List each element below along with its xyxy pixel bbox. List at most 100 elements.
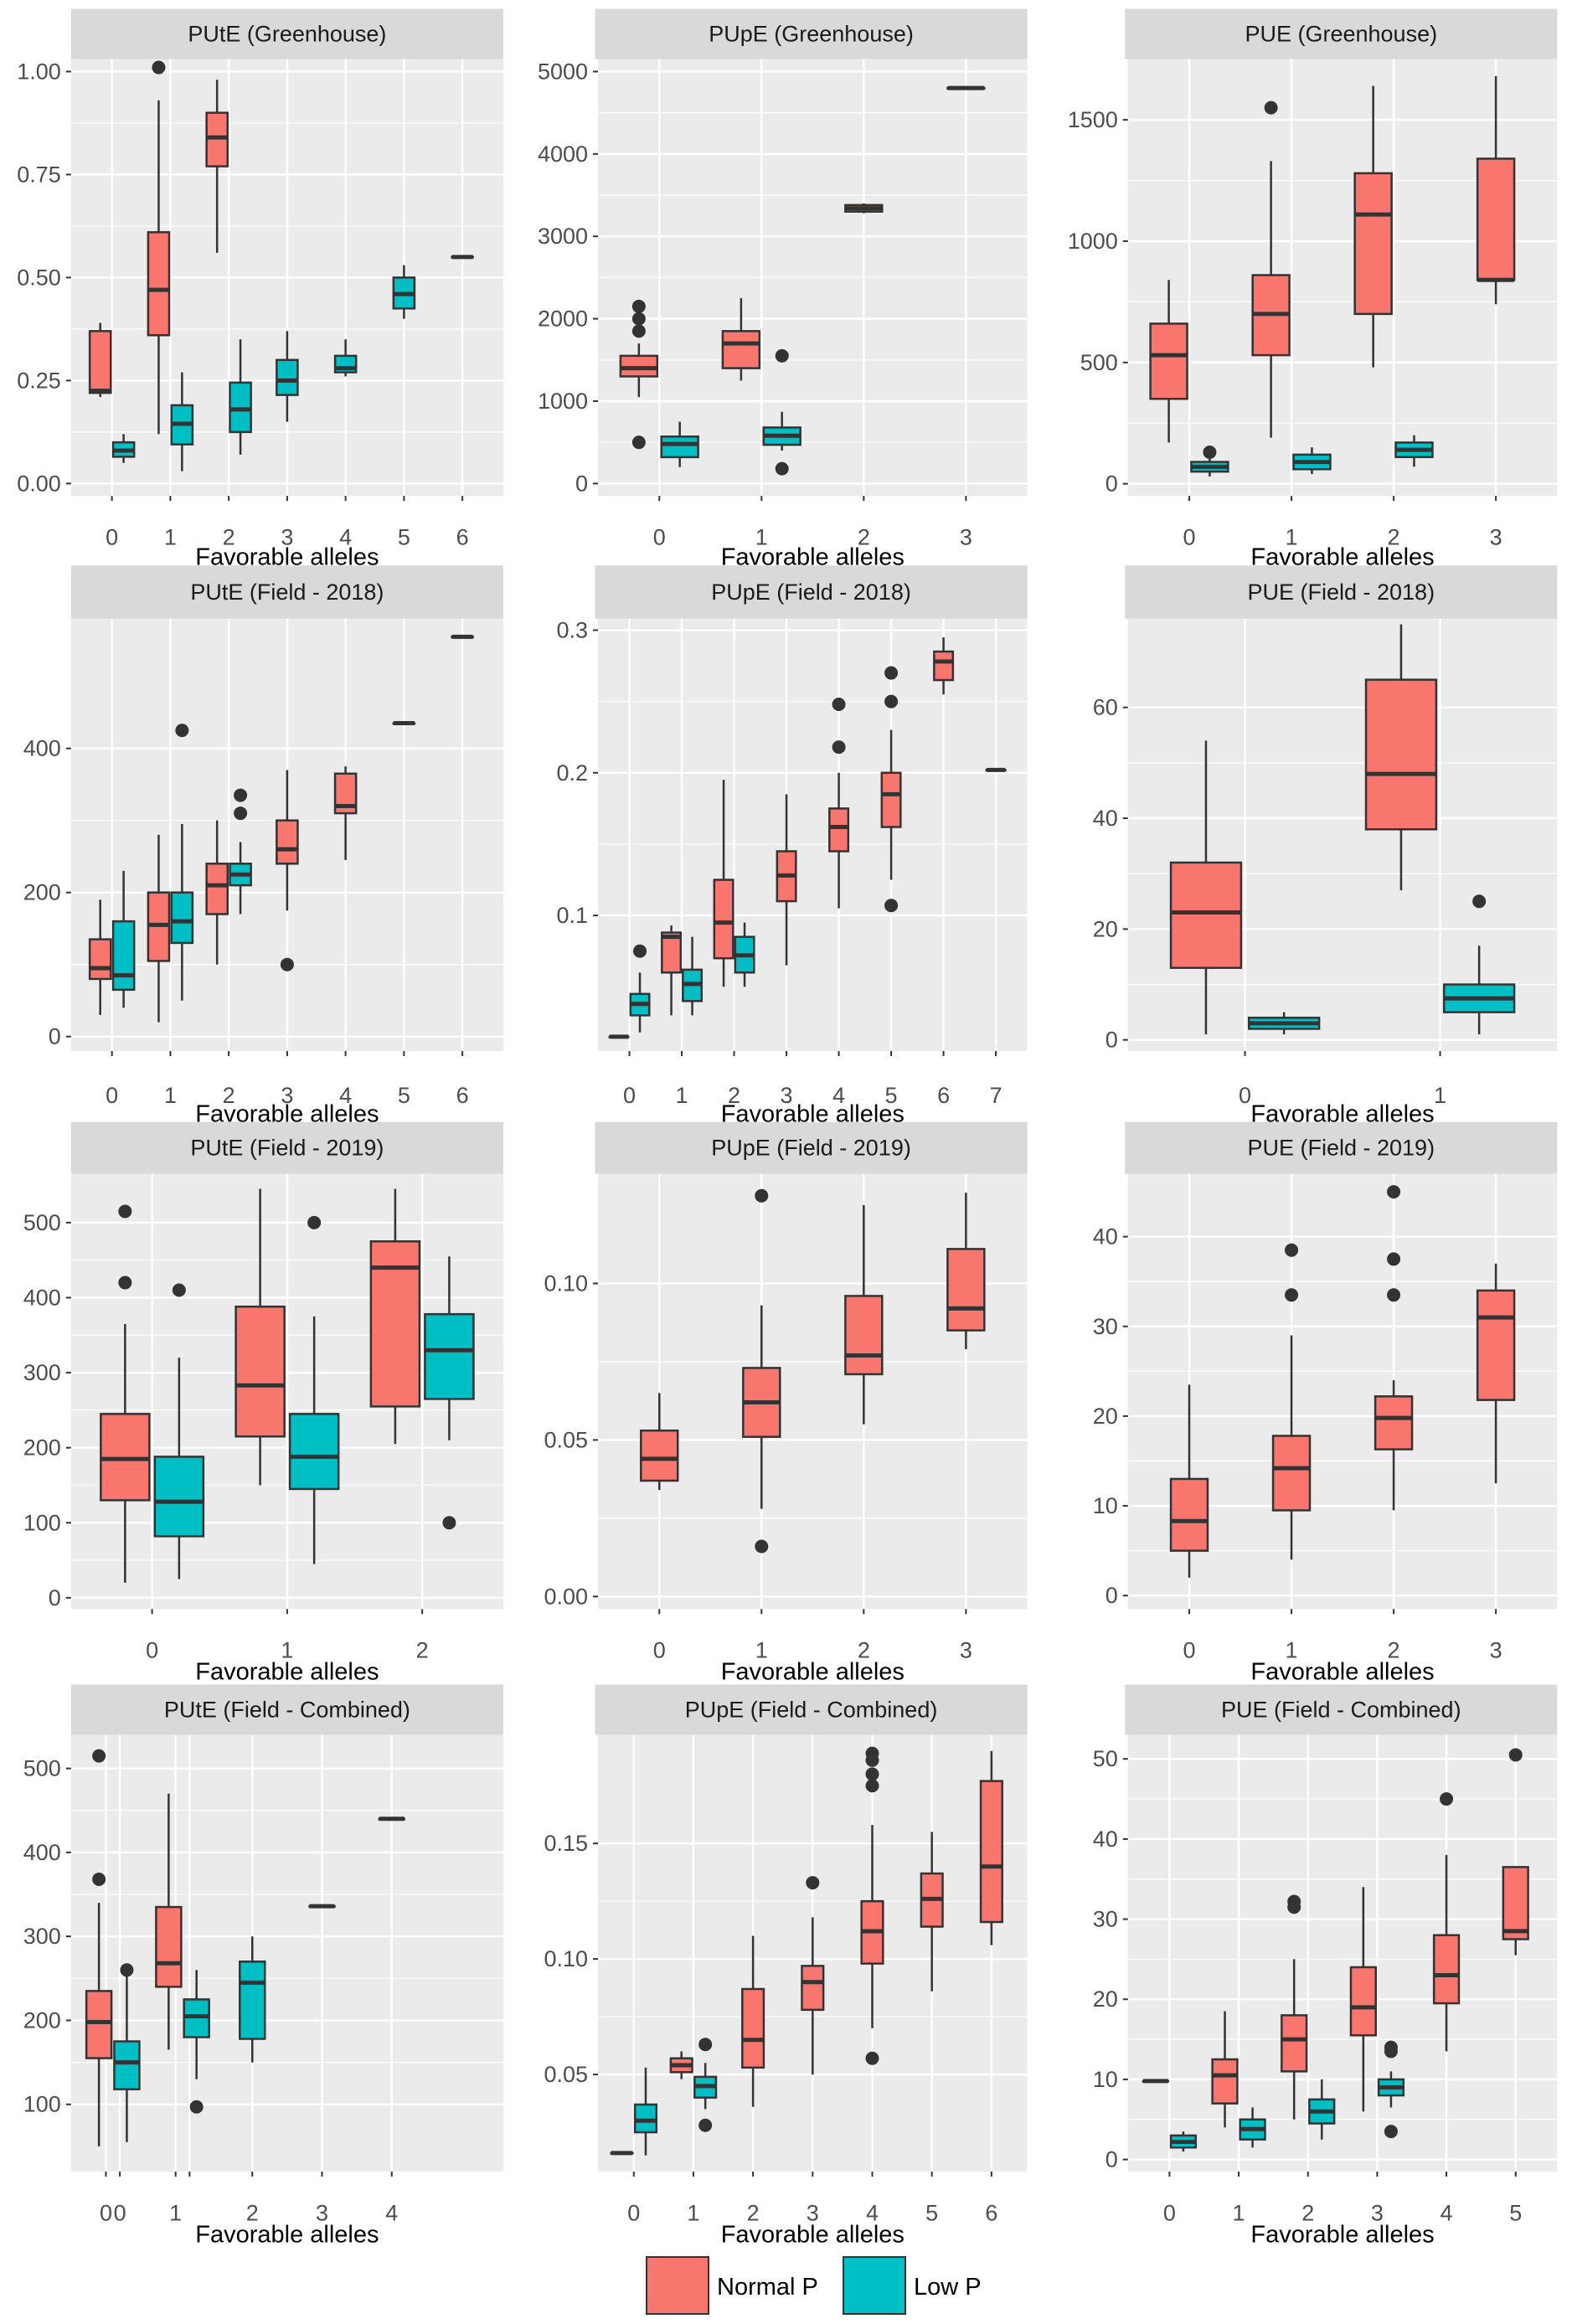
y-tick-label: 100 (23, 2092, 61, 2117)
box-iqr (844, 1295, 884, 1376)
panel-1: PUtE (Greenhouse) 0.00 0.25 0.50 0.75 1.00 0 1 2… (17, 8, 503, 571)
x-tick-label: 3 (281, 1083, 293, 1108)
outlier-point (280, 957, 294, 971)
box-iqr (1353, 172, 1393, 316)
outlier-point (806, 1876, 820, 1890)
x-tick-label: 7 (990, 1083, 1002, 1108)
box-normal-p (1432, 1792, 1461, 2052)
box-iqr (946, 1248, 986, 1332)
box-normal-p (1353, 85, 1393, 368)
y-tick-label: 40 (1093, 806, 1118, 831)
y-tick-label: 500 (23, 1756, 61, 1781)
box-iqr (640, 1429, 679, 1482)
panel-12: PUE (Field - Combined) 0 10 20 30 40 50 0 1 2 3 4 5 F… (1093, 1684, 1558, 2248)
x-tick-label: 1 (676, 1083, 688, 1108)
x-tick-label: 1 (281, 1638, 293, 1663)
outlier-point (884, 666, 899, 680)
outlier-point (865, 1767, 879, 1781)
panel-title: PUpE (Field - 2019) (711, 1136, 911, 1161)
box-normal-p (713, 780, 734, 987)
box-low-p (1247, 1012, 1321, 1035)
x-tick-label: 2 (858, 524, 870, 549)
y-tick-label: 0.1 (556, 903, 588, 928)
box-normal-p (1142, 2079, 1169, 2084)
x-tick-label: 3 (960, 1638, 972, 1663)
panel-background (70, 1734, 503, 2172)
box-normal-p (88, 899, 112, 1015)
y-tick-label: 10 (1093, 2067, 1118, 2092)
outlier-point (92, 1872, 106, 1886)
panel-9: PUE (Field - 2019) 0 10 20 30 40 0 1 2 3 Favorable… (1093, 1121, 1558, 1686)
x-tick-label: 3 (1371, 2200, 1384, 2225)
panel-title: PUpE (Greenhouse) (709, 22, 914, 47)
box-normal-p (801, 1876, 825, 2075)
panel-title: PUpE (Field - Combined) (685, 1697, 938, 1722)
box-normal-p (85, 1749, 113, 2146)
box-iqr (276, 358, 299, 396)
box-low-p (1292, 447, 1332, 475)
box-normal-p (640, 1393, 679, 1491)
box-iqr (1271, 1435, 1312, 1512)
y-tick-label: 500 (1080, 350, 1118, 375)
x-tick-label: 3 (781, 1083, 793, 1108)
box-low-p (239, 1936, 266, 2063)
outlier-point (234, 806, 248, 821)
y-tick-label: 200 (23, 2007, 61, 2033)
x-tick-label: 4 (832, 1083, 845, 1108)
box-normal-p (880, 666, 902, 913)
panel-background (598, 1173, 1028, 1610)
box-normal-p (1281, 1894, 1308, 2120)
y-tick-label: 20 (1093, 1404, 1118, 1429)
x-tick-label: 2 (223, 524, 235, 549)
box-iqr (1432, 1934, 1461, 2005)
x-tick-label: 6 (456, 524, 469, 549)
box-iqr (1281, 2014, 1308, 2073)
panel-title: PUE (Field - 2018) (1247, 580, 1435, 605)
outlier-point (631, 299, 646, 313)
outlier-point (1387, 1288, 1401, 1302)
outlier-point (631, 324, 646, 338)
x-tick-label: 5 (398, 1083, 410, 1108)
box-iqr (1349, 1966, 1377, 2037)
box-iqr (1374, 1395, 1414, 1451)
outlier-point (631, 312, 646, 326)
panel-title: PUpE (Field - 2018) (711, 580, 911, 605)
y-tick-label: 1.00 (17, 59, 61, 84)
x-tick-label: 5 (925, 2200, 938, 2225)
x-tick-label: 1 (164, 1083, 177, 1108)
y-tick-label: 30 (1093, 1314, 1118, 1339)
box-normal-p (333, 766, 358, 860)
panel-strip (595, 1121, 1028, 1174)
outlier-point (631, 435, 646, 450)
outlier-point (884, 694, 899, 709)
panel-title: PUtE (Field - Combined) (164, 1697, 410, 1722)
y-tick-label: 10 (1093, 1493, 1118, 1518)
y-tick-label: 0.05 (544, 2062, 588, 2087)
y-tick-label: 400 (23, 1285, 61, 1310)
x-tick-label: 6 (937, 1083, 950, 1108)
outlier-point (775, 348, 789, 363)
x-tick-label: 2 (1388, 524, 1400, 549)
outlier-point (1203, 445, 1217, 459)
outlier-point (307, 1215, 322, 1229)
x-tick-label: 1 (1434, 1083, 1446, 1108)
legend-label-low-p: Low P (914, 2274, 982, 2301)
box-normal-p (669, 2051, 693, 2079)
panels-layer: PUtE (Greenhouse)0.000.250.500.751.000 1 2… (17, 8, 1558, 2248)
box-normal-p (1169, 1384, 1209, 1578)
box-normal-p (933, 636, 955, 695)
x-tick-label: 1 (1286, 524, 1298, 549)
box-iqr (113, 2040, 141, 2090)
box-low-p (1394, 435, 1434, 467)
panel-strip (595, 8, 1028, 59)
box-normal-p (1271, 1243, 1312, 1560)
y-tick-label: 4000 (538, 142, 588, 167)
panel-strip (1125, 1684, 1558, 1735)
box-iqr (111, 920, 136, 992)
y-tick-label: 0 (1106, 1583, 1118, 1608)
panel-title: PUE (Field - 2019) (1247, 1136, 1435, 1161)
x-tick-label: 0 (623, 1083, 636, 1108)
